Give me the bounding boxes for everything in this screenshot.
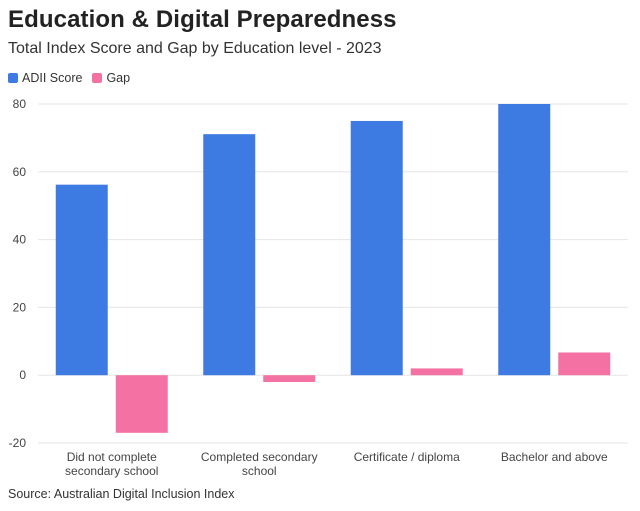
- chart-subtitle: Total Index Score and Gap by Education l…: [8, 40, 382, 57]
- bar-gap-0: [115, 375, 168, 433]
- y-tick-label: 40: [13, 233, 27, 247]
- y-tick-label: 20: [13, 300, 27, 314]
- bar-gap-2: [410, 368, 463, 376]
- y-tick-label: 0: [19, 368, 26, 382]
- legend-item-adii-score: ADII Score: [8, 71, 82, 85]
- x-category-label: Did not complete secondary school: [65, 450, 158, 478]
- legend-item-gap: Gap: [92, 71, 130, 85]
- bar-adii-score-3: [498, 104, 551, 376]
- y-tick-label: 60: [13, 165, 27, 179]
- bar-gap-3: [558, 352, 611, 376]
- chart-legend: ADII Score Gap: [8, 71, 140, 85]
- legend-swatch-adii-score: [8, 73, 18, 83]
- legend-label-adii-score: ADII Score: [22, 71, 83, 85]
- bar-adii-score-1: [203, 134, 256, 376]
- chart-source: Source: Australian Digital Inclusion Ind…: [8, 487, 235, 501]
- x-category-label: Bachelor and above: [501, 450, 608, 464]
- bar-adii-score-2: [350, 120, 403, 376]
- legend-swatch-gap: [92, 73, 103, 83]
- legend-label-gap: Gap: [106, 71, 131, 85]
- bar-adii-score-0: [55, 184, 108, 376]
- y-tick-label: -20: [9, 436, 27, 450]
- bar-gap-1: [263, 375, 316, 382]
- y-tick-label: 80: [13, 97, 27, 111]
- bar-chart: -20 0 20 40 60 80 Did not complete secondary sc…: [9, 97, 628, 478]
- chart-title: Education & Digital Preparedness: [8, 6, 397, 33]
- x-category-label: Certificate / diploma: [354, 450, 460, 464]
- x-category-label: Completed secondary school: [201, 450, 318, 478]
